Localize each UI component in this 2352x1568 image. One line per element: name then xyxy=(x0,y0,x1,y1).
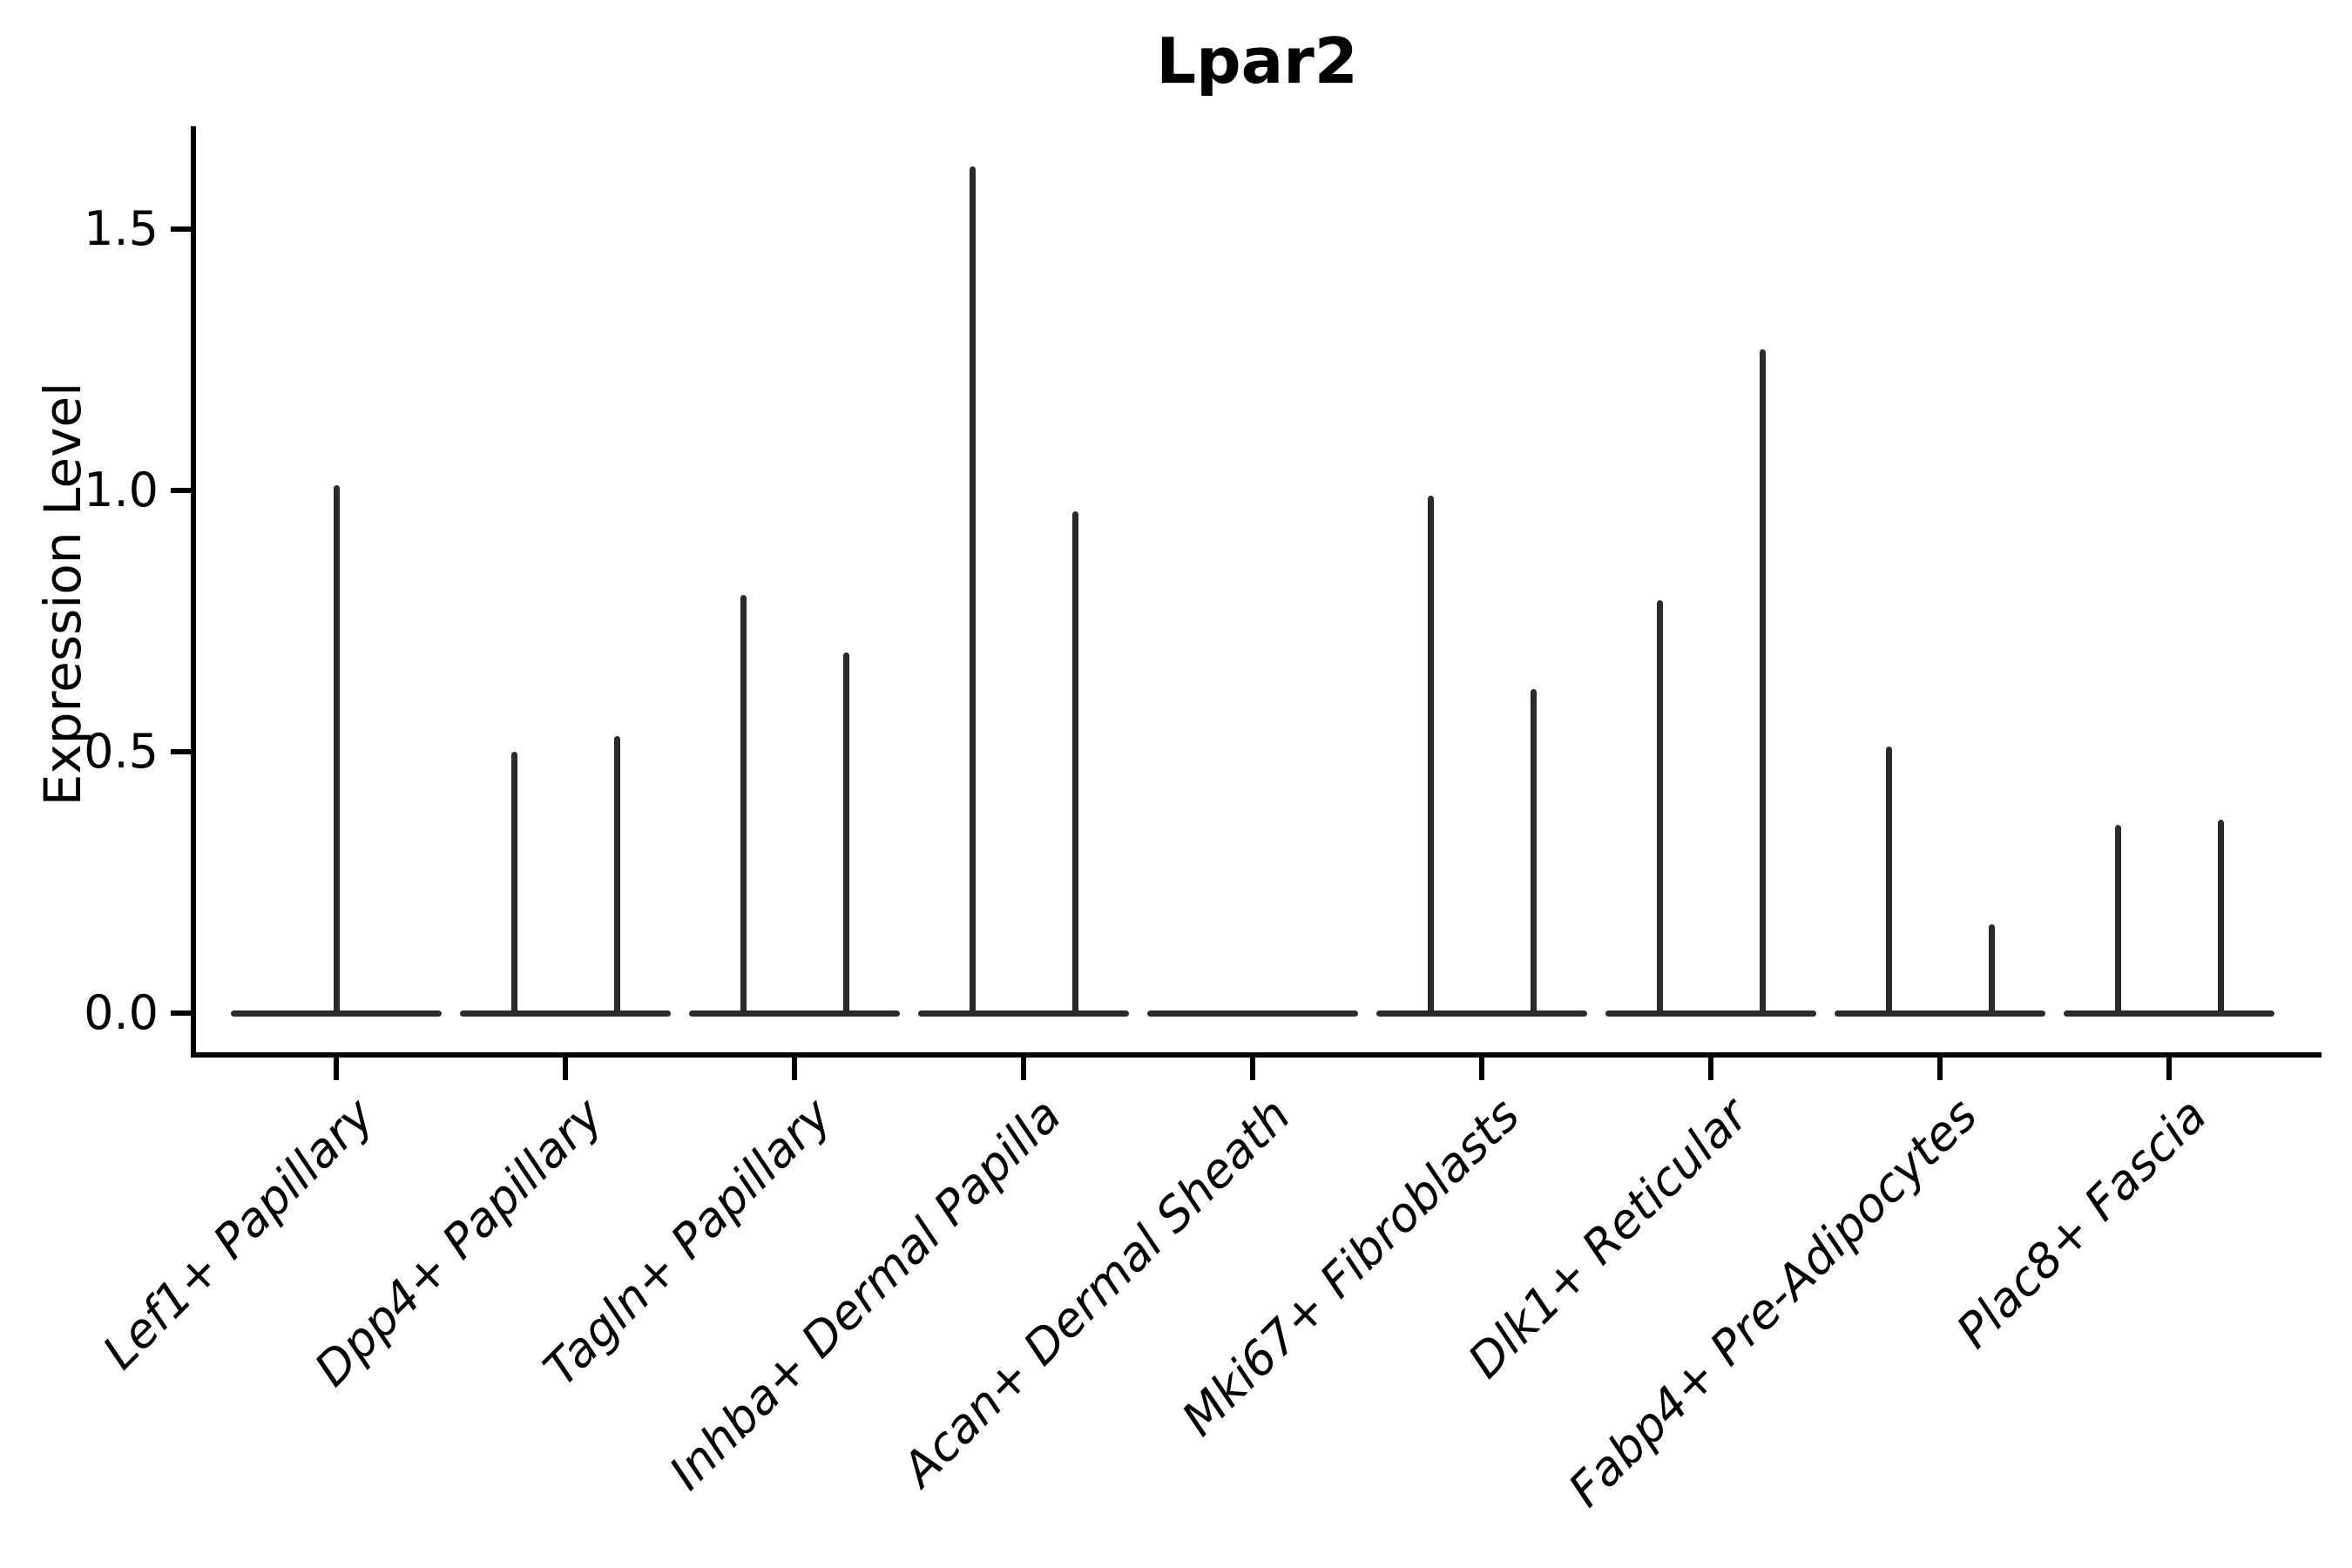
violin-spike xyxy=(1530,689,1537,1013)
violin-base xyxy=(1376,1010,1587,1017)
violin-spike xyxy=(2217,820,2224,1013)
x-tick-label: Plac8+ Fascia xyxy=(1945,1087,2218,1359)
violin-base xyxy=(1605,1010,1816,1017)
y-tick-mark xyxy=(171,749,193,754)
violin-spike xyxy=(969,166,976,1013)
y-tick-mark xyxy=(171,1010,193,1016)
violin-spike xyxy=(2114,825,2121,1013)
x-axis-spine xyxy=(191,1052,2322,1058)
violin-base xyxy=(918,1010,1129,1017)
y-tick-label: 0.0 xyxy=(84,985,159,1040)
violin-spike xyxy=(842,652,849,1013)
x-tick-mark xyxy=(563,1056,568,1080)
violin-spike xyxy=(333,485,340,1013)
y-tick-mark xyxy=(171,488,193,493)
x-tick-label: Fabp4+ Pre-Adipocytes xyxy=(1558,1087,1989,1517)
x-tick-mark xyxy=(1021,1056,1026,1080)
violin-base xyxy=(231,1010,442,1017)
x-tick-label: Inhba+ Dermal Papilla xyxy=(659,1087,1072,1501)
violin-spike xyxy=(1071,511,1078,1013)
x-tick-mark xyxy=(1937,1056,1943,1080)
x-tick-mark xyxy=(334,1056,339,1080)
x-tick-mark xyxy=(1708,1056,1713,1080)
violin-base xyxy=(2064,1010,2274,1017)
violin-spike xyxy=(510,752,517,1013)
x-tick-mark xyxy=(2166,1056,2172,1080)
y-tick-label: 0.5 xyxy=(84,724,159,779)
violin-base xyxy=(1835,1010,2045,1017)
violin-base xyxy=(1147,1010,1358,1017)
violin-spike xyxy=(1988,924,1995,1013)
x-tick-mark xyxy=(1250,1056,1255,1080)
y-axis-spine xyxy=(191,126,196,1055)
y-tick-mark xyxy=(171,226,193,232)
y-tick-label: 1.0 xyxy=(84,463,159,517)
violin-spike xyxy=(740,595,747,1013)
chart-title: Lpar2 xyxy=(1156,24,1358,98)
violin-spike xyxy=(1885,747,1892,1013)
violin-base xyxy=(689,1010,900,1017)
x-tick-mark xyxy=(1479,1056,1484,1080)
violin-spike xyxy=(1427,496,1434,1013)
y-tick-label: 1.5 xyxy=(84,201,159,256)
violin-base xyxy=(460,1010,671,1017)
violin-spike xyxy=(1656,600,1663,1013)
x-tick-label: Acan+ Dermal Sheath xyxy=(891,1087,1301,1497)
violin-spike xyxy=(613,736,620,1013)
x-tick-mark xyxy=(792,1056,797,1080)
violin-spike xyxy=(1759,349,1766,1013)
